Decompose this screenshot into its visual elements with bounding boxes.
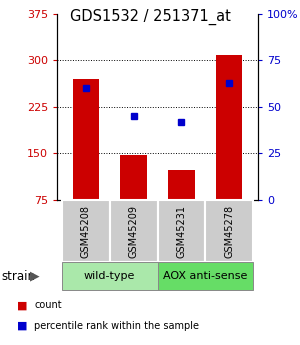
Bar xyxy=(110,200,158,262)
Text: percentile rank within the sample: percentile rank within the sample xyxy=(34,321,200,331)
Text: ■: ■ xyxy=(16,321,27,331)
Bar xyxy=(158,200,206,262)
Bar xyxy=(62,262,158,290)
Text: ■: ■ xyxy=(16,300,27,310)
Bar xyxy=(158,262,253,290)
Bar xyxy=(73,79,99,200)
Text: GSM45231: GSM45231 xyxy=(176,205,186,257)
Text: GSM45278: GSM45278 xyxy=(224,205,234,258)
Text: GSM45209: GSM45209 xyxy=(129,205,139,257)
Text: ▶: ▶ xyxy=(30,269,39,283)
Bar xyxy=(62,200,110,262)
Text: GSM45208: GSM45208 xyxy=(81,205,91,257)
Bar xyxy=(120,155,147,200)
Bar xyxy=(216,56,242,200)
Text: GDS1532 / 251371_at: GDS1532 / 251371_at xyxy=(70,9,230,25)
Text: strain: strain xyxy=(2,269,35,283)
Text: count: count xyxy=(34,300,62,310)
Bar xyxy=(206,200,253,262)
Bar xyxy=(168,170,195,200)
Text: AOX anti-sense: AOX anti-sense xyxy=(163,271,248,281)
Text: wild-type: wild-type xyxy=(84,271,135,281)
